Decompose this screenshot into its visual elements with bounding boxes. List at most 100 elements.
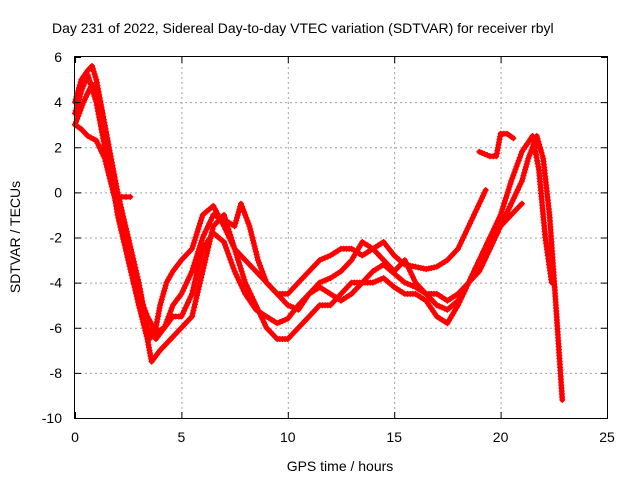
data-point: [190, 307, 197, 314]
data-point: [539, 152, 546, 159]
data-point: [218, 215, 225, 222]
data-point: [199, 268, 206, 275]
data-point: [109, 175, 116, 182]
data-point: [476, 200, 483, 207]
data-point: [467, 220, 473, 227]
data-point: [409, 283, 416, 289]
data-point: [195, 248, 202, 255]
data-point: [161, 324, 168, 331]
data-point: [193, 254, 200, 261]
data-point: [139, 310, 145, 317]
data-point: [504, 189, 511, 196]
data-point: [157, 299, 164, 306]
data-point: [105, 158, 112, 165]
data-point: [535, 163, 542, 170]
data-point: [203, 250, 210, 257]
data-point: [224, 247, 231, 254]
data-point: [511, 169, 518, 176]
data-point: [240, 206, 247, 213]
data-point: [102, 147, 109, 154]
data-point: [191, 259, 198, 266]
data-point: [377, 276, 384, 283]
data-point: [499, 206, 506, 213]
data-point: [116, 203, 123, 210]
data-point: [197, 243, 203, 249]
data-point: [243, 282, 250, 289]
data-point: [244, 285, 251, 292]
data-point: [247, 228, 254, 235]
data-point: [500, 203, 507, 210]
data-point: [194, 228, 201, 235]
data-point: [197, 240, 204, 247]
data-point: [143, 321, 150, 328]
data-point: [537, 144, 543, 151]
data-point: [234, 274, 241, 280]
data-point: [260, 319, 267, 326]
data-point: [522, 164, 529, 170]
data-point: [487, 245, 493, 252]
data-point: [225, 250, 232, 257]
data-point: [84, 72, 91, 79]
data-point: [192, 234, 199, 241]
data-point: [243, 214, 250, 221]
data-point: [166, 310, 173, 317]
data-point: [536, 141, 543, 148]
data-point: [77, 90, 84, 97]
data-point: [513, 189, 520, 196]
data-point: [233, 217, 240, 224]
data-point: [469, 271, 476, 278]
data-point: [240, 274, 247, 280]
data-point: [284, 302, 291, 309]
data-point: [92, 73, 99, 80]
data-point: [505, 186, 512, 193]
data-point: [164, 316, 171, 323]
data-point: [163, 319, 170, 326]
y-axis-label: SDTVAR / TECUs: [7, 181, 23, 293]
data-point: [198, 214, 205, 221]
data-point: [480, 192, 487, 199]
data-point: [247, 226, 254, 232]
data-point: [72, 107, 79, 114]
data-point: [245, 220, 252, 227]
data-point: [194, 269, 200, 276]
x-tick-label: 20: [493, 429, 509, 445]
data-point: [522, 166, 529, 173]
data-point: [204, 247, 211, 254]
data-point: [161, 288, 168, 295]
data-point: [513, 163, 520, 170]
data-point: [251, 243, 258, 249]
data-point: [480, 259, 487, 266]
data-point: [89, 63, 95, 69]
data-point: [230, 243, 237, 249]
data-point: [242, 211, 249, 218]
data-point: [124, 242, 131, 248]
data-point: [231, 268, 238, 275]
data-point: [227, 231, 234, 238]
data-point: [256, 259, 263, 266]
data-point: [512, 166, 519, 173]
data-point: [196, 260, 203, 267]
data-point: [233, 251, 240, 258]
data-point: [108, 169, 115, 176]
data-point: [225, 226, 232, 232]
data-point: [168, 305, 175, 311]
data-point: [316, 279, 323, 286]
data-point: [244, 217, 251, 224]
data-point: [290, 304, 297, 311]
series-track-f: [110, 189, 134, 200]
data-point: [493, 220, 500, 227]
data-point: [471, 268, 477, 275]
data-point: [232, 248, 239, 255]
data-point: [189, 268, 195, 275]
data-point: [157, 302, 164, 309]
data-point: [404, 262, 411, 269]
plot-frame: [74, 56, 608, 419]
data-point: [501, 200, 508, 207]
data-point: [198, 274, 205, 281]
data-point: [502, 197, 508, 204]
data-point: [194, 289, 201, 296]
data-point: [469, 214, 476, 221]
data-point: [237, 265, 244, 272]
data-point: [235, 257, 242, 264]
data-point: [514, 186, 521, 193]
